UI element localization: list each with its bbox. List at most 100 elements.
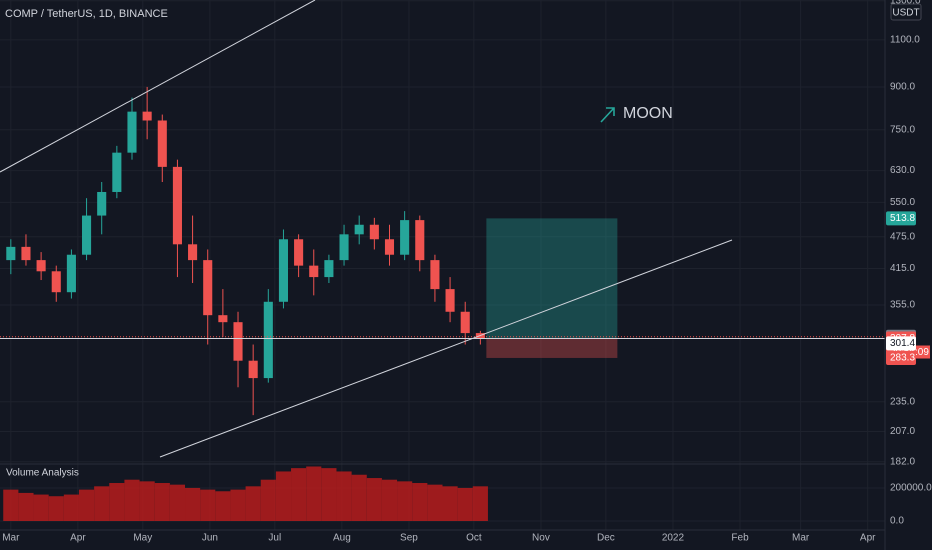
volume-bar xyxy=(3,489,19,521)
y-tick-label: 355.0 xyxy=(890,300,915,311)
volume-bar xyxy=(427,484,443,521)
target-zone xyxy=(486,218,618,339)
volume-pane xyxy=(3,466,488,521)
volume-tick-label: 0.0 xyxy=(890,516,904,527)
candle-body xyxy=(369,224,379,240)
volume-bar xyxy=(336,471,352,521)
x-tick-label: Apr xyxy=(70,533,86,544)
candle-body xyxy=(66,254,76,293)
x-tick-label: Nov xyxy=(532,533,550,544)
x-tick-label: Mar xyxy=(792,533,810,544)
annotation: MOON xyxy=(623,105,673,122)
x-tick-label: Jun xyxy=(202,533,218,544)
position-tool xyxy=(486,218,618,358)
candle-body xyxy=(415,220,425,261)
volume-bar xyxy=(154,483,170,521)
currency-box[interactable] xyxy=(890,3,922,21)
candle-body xyxy=(127,111,137,153)
candle-body xyxy=(97,191,107,216)
volume-bar xyxy=(245,486,261,521)
x-tick-label: Mar xyxy=(2,533,20,544)
candle-body xyxy=(36,260,46,272)
trend-line-upper xyxy=(0,0,316,173)
volume-bar xyxy=(215,491,231,521)
candle-body xyxy=(263,301,273,379)
volume-bar xyxy=(18,492,34,521)
candle-body xyxy=(384,239,395,255)
candle-body xyxy=(354,224,364,235)
volume-title: Volume Analysis xyxy=(6,468,79,479)
y-tick-label: 900.0 xyxy=(890,82,915,93)
volume-bar xyxy=(139,481,155,521)
volume-bar xyxy=(366,478,382,521)
volume-bar xyxy=(63,494,79,521)
volume-bar xyxy=(94,486,110,521)
candle-body xyxy=(460,311,470,334)
x-tick-label: 2022 xyxy=(662,533,685,544)
price-label: 513.8 xyxy=(890,213,915,224)
candle-body xyxy=(203,260,213,316)
candle-body xyxy=(51,271,61,293)
candle-body xyxy=(172,166,182,245)
y-tick-label: 475.0 xyxy=(890,231,915,242)
x-tick-label: Jul xyxy=(268,533,281,544)
moon-arrow xyxy=(600,107,615,123)
y-tick-label: 1300.0 xyxy=(890,0,921,6)
y-tick-label: 235.0 xyxy=(890,396,915,407)
volume-bar xyxy=(33,494,49,521)
candle-body xyxy=(278,239,289,302)
volume-bar xyxy=(48,496,64,521)
x-tick-label: May xyxy=(133,533,152,544)
volume-bar xyxy=(457,487,473,521)
candle-body xyxy=(112,152,122,192)
y-tick-label: 550.0 xyxy=(890,197,915,208)
volume-bar xyxy=(124,479,140,521)
y-tick-label: 207.0 xyxy=(890,426,915,437)
volume-bar xyxy=(351,474,367,521)
x-tick-label: Feb xyxy=(731,533,749,544)
candle-body xyxy=(188,244,198,261)
candle-body xyxy=(324,260,334,278)
candle-body xyxy=(248,360,258,379)
volume-bar xyxy=(472,486,488,521)
candle-body xyxy=(339,234,349,261)
volume-bar xyxy=(412,483,428,521)
price-label-bg xyxy=(886,211,916,226)
price-label-bg xyxy=(886,350,916,365)
candles xyxy=(0,86,885,416)
volume-bar xyxy=(200,489,216,521)
stop-zone xyxy=(486,338,618,358)
currency[interactable]: USDT xyxy=(892,8,919,19)
volume-bar xyxy=(397,481,413,521)
candle-body xyxy=(309,265,319,278)
volume-bar xyxy=(442,486,458,521)
volume-bar xyxy=(260,479,276,521)
y-tick-label: 750.0 xyxy=(890,124,915,135)
volume-tick-label: 200000.0 xyxy=(890,483,932,494)
candle-body xyxy=(445,289,455,312)
candle-body xyxy=(6,246,16,261)
volume-bar xyxy=(306,466,322,521)
candle-body xyxy=(142,111,152,121)
x-tick-label: Dec xyxy=(597,533,615,544)
price-label: 301.4 xyxy=(890,338,915,349)
candle-body xyxy=(294,239,304,266)
volume-bar xyxy=(78,489,95,521)
x-tick-label: Apr xyxy=(860,533,876,544)
volume-bar xyxy=(169,484,186,521)
x-tick-label: Oct xyxy=(466,533,482,544)
x-tick-label: Sep xyxy=(400,533,418,544)
candle-body xyxy=(21,246,31,261)
volume-bar xyxy=(291,468,307,521)
price-label-bg xyxy=(886,336,916,351)
chart-title: COMP / TetherUS, 1D, BINANCE xyxy=(5,8,168,20)
x-tick-label: Aug xyxy=(333,533,351,544)
volume-bar xyxy=(109,483,125,521)
y-tick-label: 630.0 xyxy=(890,165,915,176)
candle-body xyxy=(400,220,410,255)
volume-bar xyxy=(321,468,337,521)
candle-body xyxy=(218,315,228,323)
